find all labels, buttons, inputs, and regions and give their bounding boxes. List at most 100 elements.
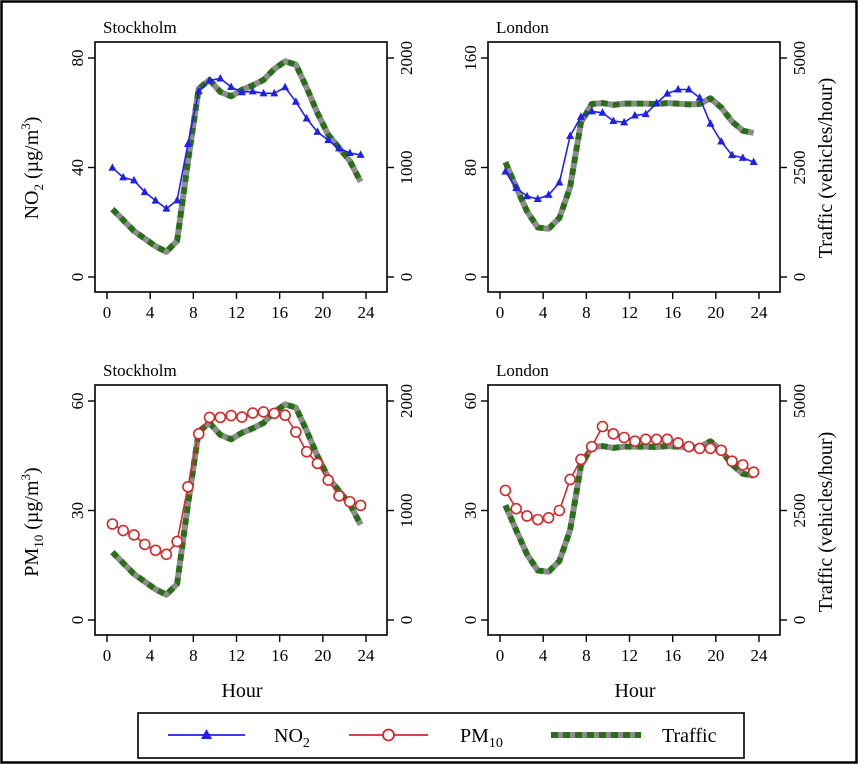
point-pm10 — [747, 466, 760, 478]
point-no2 — [641, 109, 650, 118]
point-no2 — [717, 136, 726, 145]
plot-area — [94, 41, 388, 293]
plot-area — [487, 384, 781, 636]
legend-item-traffic: Traffic — [551, 725, 717, 747]
series-traffic-line — [502, 438, 755, 575]
point-no2 — [194, 86, 203, 95]
point-no2 — [620, 117, 629, 126]
point-no2 — [248, 86, 257, 95]
point-pm10 — [117, 524, 129, 537]
panel-2: London 0 80 160 0 2500 5000 0 4 8 12 16 20 24 — [461, 18, 809, 322]
x-tick-label: 16 — [664, 303, 681, 322]
point-pm10 — [618, 431, 630, 444]
plot-area — [487, 41, 781, 293]
x-tick-label: 12 — [621, 646, 638, 665]
point-pm10 — [333, 490, 345, 502]
point-pm10 — [704, 442, 717, 455]
point-no2 — [270, 88, 279, 97]
y-right-tick-label: 5000 — [790, 41, 809, 75]
point-pm10 — [607, 428, 620, 440]
point-pm10 — [203, 411, 216, 424]
y-right-tick-label: 2000 — [397, 41, 416, 75]
point-no2 — [576, 112, 585, 120]
point-no2 — [598, 108, 607, 116]
series-traffic-line-overlay — [110, 401, 364, 598]
series-traffic-line-overlay — [110, 58, 364, 255]
point-pm10 — [510, 502, 522, 515]
x-tick-label: 16 — [664, 646, 681, 665]
point-pm10 — [521, 510, 533, 522]
point-no2 — [108, 163, 117, 171]
point-pm10 — [650, 433, 663, 446]
point-pm10 — [236, 411, 248, 423]
panel-title: Stockholm — [103, 18, 177, 37]
point-no2 — [695, 93, 704, 101]
legend-label-pm10: PM10 — [460, 725, 503, 751]
point-pm10 — [683, 440, 695, 453]
point-pm10 — [737, 459, 749, 471]
point-pm10 — [192, 428, 205, 440]
point-pm10 — [149, 544, 162, 557]
x-tick-label: 20 — [707, 303, 724, 322]
y-right-tick-label: 0 — [397, 616, 416, 625]
point-pm10 — [344, 495, 356, 508]
y-left-tick-label: 60 — [461, 393, 480, 410]
point-no2 — [227, 82, 236, 91]
point-pm10 — [322, 474, 335, 487]
x-tick-label: 8 — [582, 646, 591, 665]
x-tick-label: 20 — [314, 646, 331, 665]
x-tick-label: 16 — [271, 303, 288, 322]
y-right-tick-label: 5000 — [790, 384, 809, 418]
x-tick-label: 12 — [228, 646, 245, 665]
panel-3: Stockholm 0 30 60 0 1000 2000 0 4 8 12 16 20 24 — [68, 361, 416, 665]
x-tick-label: 0 — [103, 303, 112, 322]
point-no2 — [129, 175, 138, 184]
y-right-tick-label: 1000 — [397, 151, 416, 185]
y-right-tick-label: 2500 — [790, 151, 809, 185]
point-no2 — [630, 110, 639, 119]
point-no2 — [566, 131, 575, 140]
panel-1: Stockholm 0 40 80 0 1000 2000 0 4 8 12 16 20 24 — [68, 18, 416, 322]
legend-label-no2: NO2 — [274, 725, 310, 751]
point-no2 — [674, 84, 683, 93]
point-pm10 — [268, 407, 281, 420]
point-pm10 — [300, 445, 313, 458]
y-left-tick-label: 80 — [461, 159, 480, 176]
point-pm10 — [246, 407, 259, 419]
point-pm10 — [672, 437, 684, 449]
y-left-tick-label: 0 — [68, 616, 87, 625]
point-pm10 — [160, 548, 173, 561]
point-no2 — [324, 135, 333, 144]
legend-item-pm10: PM10 — [349, 725, 503, 751]
point-no2 — [151, 196, 160, 204]
point-pm10 — [128, 529, 140, 541]
point-pm10 — [575, 453, 587, 466]
point-pm10 — [279, 409, 291, 422]
legend-no2-marker — [201, 729, 212, 739]
point-pm10 — [564, 473, 576, 486]
x-tick-label: 8 — [189, 303, 198, 322]
point-pm10 — [639, 433, 652, 446]
y-right-tick-label: 0 — [790, 273, 809, 282]
x-tick-label: 0 — [496, 646, 505, 665]
point-no2 — [281, 82, 290, 91]
point-no2 — [259, 88, 268, 97]
legend: NO2 PM10 Traffic — [137, 712, 745, 759]
point-no2 — [512, 183, 521, 192]
y-right-tick-label: 0 — [397, 273, 416, 282]
y-left-tick-label: 30 — [68, 502, 87, 519]
point-pm10 — [596, 420, 609, 433]
point-pm10 — [499, 484, 512, 497]
point-pm10 — [726, 455, 738, 468]
y-left-tick-label: 30 — [461, 502, 480, 519]
point-no2 — [162, 204, 171, 212]
y-axis-title-pm10: PM10 (µg/m3) — [18, 467, 46, 576]
x-tick-label: 0 — [496, 303, 505, 322]
x-tick-label: 12 — [228, 303, 245, 322]
y-left-tick-label: 0 — [461, 273, 480, 282]
x-tick-label: 20 — [314, 303, 331, 322]
legend-pm10-marker — [382, 728, 395, 742]
series-traffic-line — [110, 58, 364, 255]
